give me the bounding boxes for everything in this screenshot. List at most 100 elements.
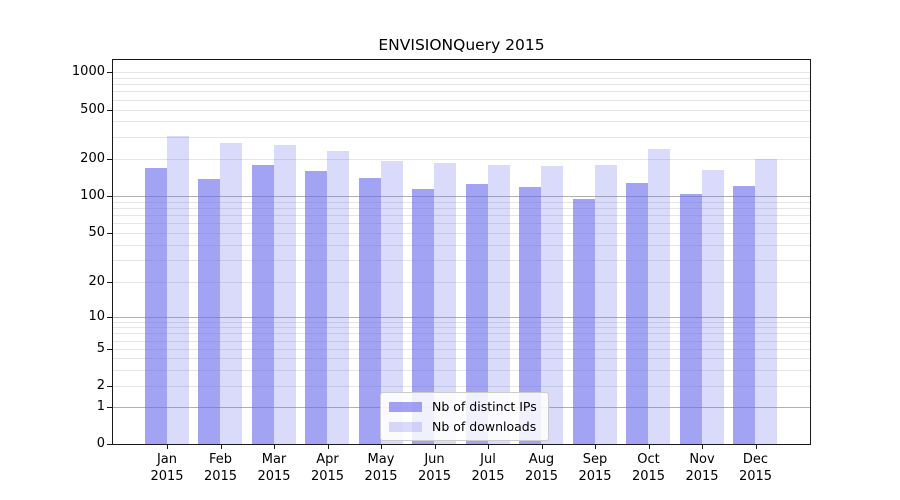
y-gridline-2 bbox=[113, 386, 810, 387]
y-gridline-200 bbox=[113, 158, 810, 160]
bar-downloads-jan bbox=[166, 136, 189, 444]
y-minor-gridline-300 bbox=[113, 136, 810, 138]
legend-swatch-downloads bbox=[389, 421, 422, 432]
y-minor-gridline-3 bbox=[113, 369, 810, 371]
bar-downloads-apr bbox=[327, 151, 349, 444]
y-minor-gridline-600 bbox=[113, 99, 810, 101]
x-tick-mark-jun bbox=[434, 445, 436, 449]
x-tick-mark-mar bbox=[274, 445, 275, 449]
x-tick-label-aug: Aug 2015 bbox=[524, 452, 559, 484]
y-tick-mark-100 bbox=[107, 196, 112, 197]
y-minor-gridline-900 bbox=[113, 77, 810, 79]
y-tick-label-20: 20 bbox=[88, 274, 105, 289]
x-tick-mark-jan bbox=[167, 445, 168, 449]
y-tick-mark-1 bbox=[107, 407, 112, 409]
x-tick-label-feb: Feb 2015 bbox=[203, 452, 238, 484]
plot-area bbox=[112, 59, 811, 445]
bar-ips-aug bbox=[519, 187, 541, 444]
legend: Nb of distinct IPs Nb of downloads bbox=[380, 392, 549, 441]
bar-ips-jun bbox=[412, 189, 434, 444]
y-tick-mark-5 bbox=[107, 349, 112, 351]
x-tick-label-may: May 2015 bbox=[364, 452, 398, 484]
y-minor-gridline-60 bbox=[113, 223, 810, 225]
x-tick-label-oct: Oct 2015 bbox=[631, 452, 666, 484]
bar-downloads-sep bbox=[594, 165, 617, 444]
legend-label-downloads: Nb of downloads bbox=[432, 419, 537, 434]
bar-ips-mar bbox=[251, 165, 274, 444]
y-minor-gridline-400 bbox=[113, 121, 810, 123]
bar-downloads-feb bbox=[220, 143, 242, 444]
y-minor-gridline-80 bbox=[113, 208, 810, 209]
x-tick-label-jul: Jul 2015 bbox=[471, 452, 505, 484]
bar-ips-nov bbox=[679, 193, 702, 444]
y-minor-gridline-8 bbox=[113, 327, 810, 329]
x-tick-mark-may bbox=[381, 445, 382, 449]
y-minor-gridline-700 bbox=[113, 91, 810, 93]
x-tick-label-jan: Jan 2015 bbox=[150, 452, 184, 484]
x-tick-label-mar: Mar 2015 bbox=[257, 452, 291, 484]
x-tick-label-apr: Apr 2015 bbox=[310, 452, 345, 484]
y-tick-label-1: 1 bbox=[96, 399, 105, 415]
bar-downloads-jun bbox=[434, 163, 456, 444]
x-tick-label-dec: Dec 2015 bbox=[738, 452, 773, 484]
bar-downloads-may bbox=[380, 160, 403, 444]
y-tick-mark-50 bbox=[107, 233, 112, 235]
chart-title: ENVISIONQuery 2015 bbox=[378, 36, 545, 54]
y-minor-gridline-90 bbox=[113, 201, 810, 203]
legend-row-ips: Nb of distinct IPs bbox=[389, 399, 537, 414]
bar-ips-apr bbox=[305, 170, 327, 444]
x-tick-mark-feb bbox=[220, 445, 222, 449]
y-tick-label-1000: 1000 bbox=[71, 64, 105, 79]
y-tick-label-100: 100 bbox=[80, 188, 105, 203]
bar-downloads-jul bbox=[487, 165, 510, 444]
bar-downloads-mar bbox=[273, 145, 296, 444]
y-tick-label-50: 50 bbox=[88, 225, 105, 241]
y-minor-gridline-6 bbox=[113, 340, 810, 342]
y-tick-mark-500 bbox=[107, 109, 112, 111]
y-tick-mark-200 bbox=[107, 158, 112, 160]
y-tick-label-2: 2 bbox=[96, 378, 105, 393]
y-tick-label-0: 0 bbox=[96, 436, 105, 451]
bar-ips-jan bbox=[144, 167, 167, 444]
bar-ips-oct bbox=[626, 183, 648, 444]
y-gridline-50 bbox=[113, 233, 810, 235]
y-minor-gridline-800 bbox=[113, 84, 810, 86]
legend-swatch-ips bbox=[389, 401, 422, 412]
y-gridline-500 bbox=[113, 109, 810, 111]
bar-ips-dec bbox=[733, 186, 755, 444]
bar-ips-sep bbox=[572, 199, 595, 444]
bar-downloads-nov bbox=[701, 170, 724, 444]
x-tick-label-jun: Jun 2015 bbox=[417, 452, 452, 484]
x-tick-mark-dec bbox=[755, 445, 757, 449]
bar-ips-jul bbox=[465, 183, 488, 444]
y-tick-mark-1000 bbox=[107, 72, 112, 73]
x-tick-mark-oct bbox=[648, 445, 650, 449]
x-tick-mark-aug bbox=[541, 445, 543, 449]
x-tick-label-sep: Sep 2015 bbox=[578, 452, 612, 484]
bar-ips-feb bbox=[198, 179, 220, 444]
y-minor-gridline-30 bbox=[113, 260, 810, 262]
bar-downloads-aug bbox=[541, 166, 563, 444]
y-tick-mark-20 bbox=[107, 282, 112, 283]
y-gridline-1000 bbox=[113, 72, 810, 73]
x-tick-mark-sep bbox=[595, 445, 596, 449]
x-tick-mark-nov bbox=[702, 445, 703, 449]
y-minor-gridline-4 bbox=[113, 358, 810, 360]
y-tick-mark-2 bbox=[107, 386, 112, 387]
y-tick-label-200: 200 bbox=[80, 150, 105, 166]
y-tick-label-5: 5 bbox=[96, 341, 105, 357]
x-tick-mark-apr bbox=[327, 445, 329, 449]
legend-row-downloads: Nb of downloads bbox=[389, 419, 537, 434]
y-minor-gridline-9 bbox=[113, 321, 810, 323]
y-minor-gridline-7 bbox=[113, 333, 810, 335]
y-gridline-100 bbox=[113, 196, 810, 197]
legend-label-ips: Nb of distinct IPs bbox=[432, 399, 537, 414]
y-gridline-5 bbox=[113, 349, 810, 351]
bar-ips-may bbox=[358, 178, 381, 444]
y-tick-mark-10 bbox=[107, 316, 112, 318]
y-tick-mark-0 bbox=[107, 444, 112, 445]
y-minor-gridline-70 bbox=[113, 215, 810, 217]
x-tick-mark-jul bbox=[488, 445, 489, 449]
x-tick-label-nov: Nov 2015 bbox=[685, 452, 719, 484]
